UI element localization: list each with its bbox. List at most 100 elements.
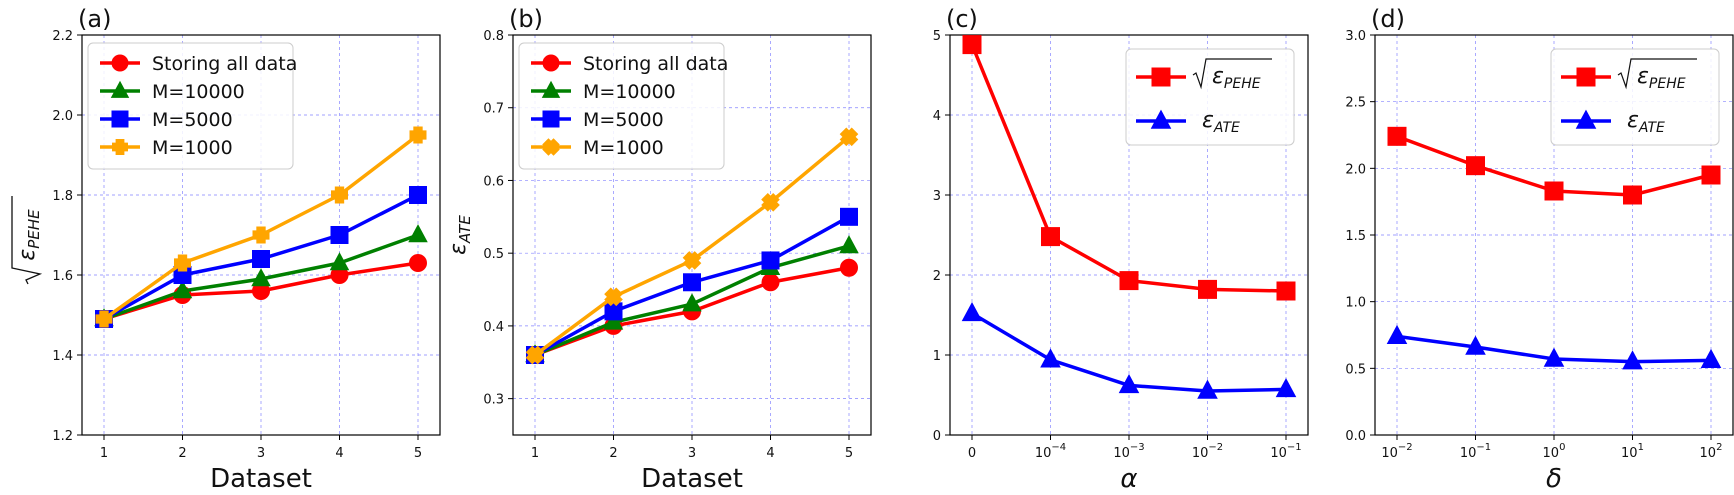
legend-marker-shape — [542, 138, 560, 156]
legend-item: εATE — [1136, 108, 1240, 136]
y-axis-label-text: εPEHE — [15, 209, 43, 261]
x-tick-label: 1 — [531, 446, 539, 461]
data-point — [840, 207, 858, 226]
sqrt-sign — [1617, 58, 1697, 90]
data-point — [1040, 348, 1061, 368]
legend-label: εATE — [1202, 108, 1240, 136]
panel-label: (b) — [509, 5, 543, 33]
legend-item: Storing all data — [100, 53, 297, 75]
y-axis-label-text: εATE — [446, 215, 474, 255]
data-point — [409, 254, 427, 272]
data-point — [1622, 350, 1643, 370]
legend-label: M=1000 — [583, 137, 664, 159]
legend-label: Storing all data — [583, 53, 728, 75]
data-point — [761, 251, 780, 270]
panel-label: (a) — [78, 5, 111, 33]
legend-marker — [110, 80, 130, 98]
y-tick-label: 1.0 — [1345, 296, 1366, 311]
y-tick-label: 0.3 — [483, 393, 504, 408]
data-point — [1198, 279, 1217, 299]
x-tick-label: 5 — [414, 446, 422, 461]
y-tick-label: 0.7 — [483, 102, 504, 117]
data-point — [603, 311, 624, 330]
legend-item: M=10000 — [531, 80, 676, 103]
data-point — [1041, 227, 1060, 247]
data-point — [408, 224, 428, 243]
x-axis-label: Dataset — [641, 464, 743, 494]
x-axis-label: Dataset — [210, 464, 312, 494]
y-tick-label: 0.5 — [1345, 362, 1366, 377]
data-point — [1118, 373, 1140, 394]
data-point — [252, 250, 270, 268]
legend-marker — [111, 54, 129, 72]
y-tick-label: 1.6 — [52, 269, 73, 284]
y-tick-label: 0.8 — [483, 29, 504, 44]
data-point — [95, 310, 113, 328]
data-point — [172, 280, 193, 299]
data-point — [1119, 271, 1139, 291]
legend-marker — [1576, 67, 1596, 87]
plot-frame — [512, 34, 872, 436]
x-tick-label: 101 — [1621, 442, 1644, 461]
data-point — [525, 345, 545, 365]
x-tick-label: 4 — [335, 446, 343, 461]
legend-box — [87, 42, 294, 170]
legend-marker — [112, 139, 128, 155]
x-tick-label: 2 — [609, 446, 617, 461]
data-point — [1387, 126, 1407, 146]
x-tick-label: 3 — [257, 446, 265, 461]
legend-item: εPEHE — [1136, 58, 1272, 92]
legend: Storing all data M=10000 M=5000 M=1000 — [87, 42, 297, 170]
legend: εPEHE εATE — [1550, 48, 1720, 146]
data-point — [1543, 347, 1565, 367]
x-axis-label: α — [1120, 464, 1137, 494]
legend-box — [518, 42, 725, 170]
y-tick-label: 3 — [933, 189, 941, 204]
data-point — [1197, 379, 1218, 399]
x-tick-label: 5 — [845, 446, 853, 461]
series--pehe — [1387, 126, 1721, 205]
x-tick-label: 10−2 — [1381, 442, 1412, 461]
data-point — [1701, 165, 1721, 185]
data-point — [839, 127, 859, 147]
y-tick-label: 0.0 — [1345, 429, 1366, 444]
y-tick-label: 2.5 — [1345, 96, 1366, 111]
legend-item: Storing all data — [531, 53, 728, 75]
legend-marker — [1575, 109, 1597, 129]
y-tick-label: 1 — [933, 349, 941, 364]
x-tick-label: 10−4 — [1035, 442, 1066, 461]
x-tick-label: 10−2 — [1192, 442, 1223, 461]
data-point — [840, 258, 858, 277]
plot-frame — [1374, 34, 1734, 436]
data-point — [1544, 181, 1564, 201]
legend-marker — [542, 138, 560, 156]
data-point — [409, 186, 427, 204]
y-tick-label: 4 — [933, 109, 941, 124]
legend-item: M=1000 — [100, 137, 233, 159]
y-tick-label: 3.0 — [1345, 29, 1366, 44]
data-point — [329, 252, 350, 271]
data-point — [1276, 281, 1296, 301]
data-point — [1386, 324, 1408, 345]
x-tick-label: 2 — [178, 446, 186, 461]
series-m-1000 — [95, 126, 427, 328]
legend-label: M=10000 — [152, 81, 245, 103]
chart-panel-b: 0.3 0.4 0.5 0.6 0.7 0.8 1 2 3 4 5 (b) Dataset εATE Sto… — [446, 5, 872, 494]
data-point-shape — [761, 192, 780, 212]
legend-marker — [1150, 109, 1172, 129]
y-tick-label: 2 — [933, 269, 941, 284]
data-point — [1466, 156, 1485, 176]
legend: εPEHE εATE — [1125, 48, 1295, 146]
legend-label: M=10000 — [583, 81, 676, 103]
chart-panel-a: 1.2 1.4 1.6 1.8 2.0 2.2 1 2 3 4 5 (a) Dataset εPEHE St… — [11, 5, 441, 494]
x-tick-label: 4 — [766, 446, 774, 461]
legend-item: M=10000 — [100, 80, 245, 103]
legend: Storing all data M=10000 M=5000 M=1000 — [518, 42, 728, 170]
panel-label: (c) — [946, 5, 978, 33]
legend-item: M=1000 — [531, 137, 664, 159]
legend-label: εATE — [1627, 108, 1665, 136]
legend-label: M=5000 — [583, 109, 664, 131]
legend-label: M=1000 — [152, 137, 233, 159]
y-axis-label: εPEHE — [11, 196, 43, 285]
y-tick-label: 2.2 — [52, 29, 73, 44]
